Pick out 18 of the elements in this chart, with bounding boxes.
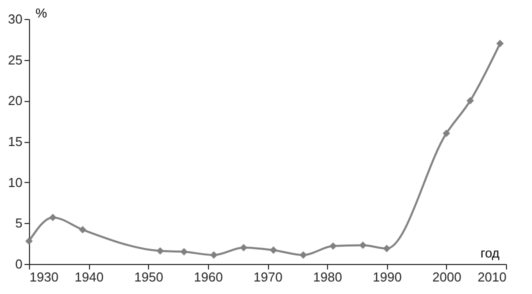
y-tick-label: 0: [15, 256, 22, 272]
y-tick-label: 5: [15, 216, 22, 231]
y-tick-label: 15: [8, 134, 22, 149]
x-tick-label: 2010: [478, 270, 506, 284]
y-tick-label: 10: [8, 174, 22, 190]
y-axis-title: %: [36, 6, 48, 20]
x-tick-label: 1930: [30, 270, 58, 284]
x-tick-label: 1950: [134, 270, 164, 284]
x-tick-label: 2000: [432, 270, 462, 284]
x-tick-label: 1980: [313, 270, 342, 284]
x-tick-label: 1990: [372, 270, 402, 284]
y-tick-label: 25: [8, 52, 22, 68]
y-tick-label: 30: [8, 12, 22, 26]
y-tick-label: 20: [8, 93, 22, 108]
x-axis-title: год: [480, 246, 500, 260]
x-tick-label: 1960: [194, 270, 223, 284]
x-tick-label: 1940: [74, 270, 104, 284]
x-tick-label: 1970: [254, 270, 282, 284]
